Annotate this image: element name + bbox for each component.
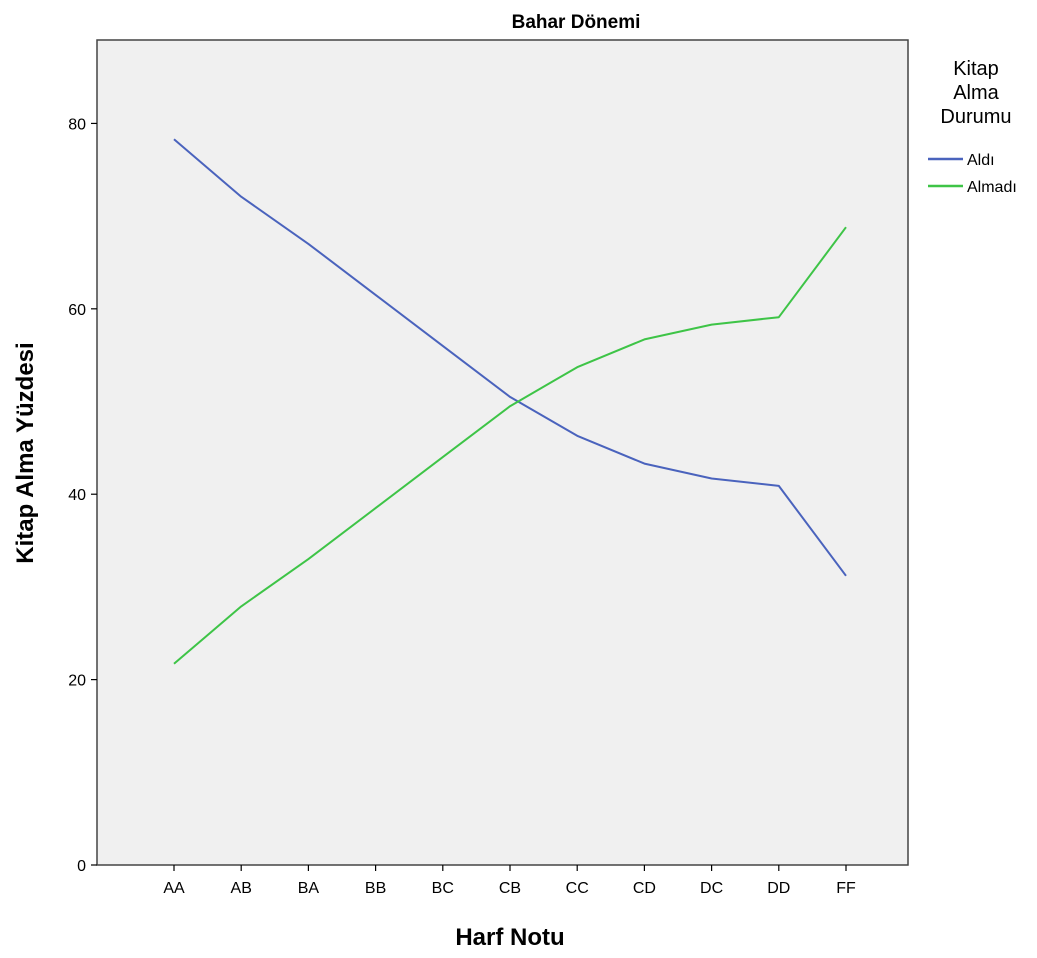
y-axis-title: Kitap Alma Yüzdesi (12, 342, 39, 563)
y-axis: 0 20 40 60 80 (68, 116, 97, 875)
legend-label: Aldı (967, 152, 995, 169)
x-tick-label: CD (633, 880, 656, 897)
legend-items: Aldı Almadı (928, 152, 1017, 196)
x-axis: AA AB BA BB BC CB CC CD DC DD FF (163, 865, 856, 897)
legend-label: Almadı (967, 179, 1017, 196)
plot-area (96, 39, 909, 866)
legend-title-line: Kitap (953, 58, 999, 80)
x-tick-label: AB (231, 880, 252, 897)
x-tick-label: CB (499, 880, 521, 897)
legend: Kitap Alma Durumu Aldı Almadı (928, 58, 1017, 196)
y-tick-label: 40 (68, 487, 86, 504)
legend-title: Kitap Alma Durumu (940, 58, 1011, 128)
y-tick-label: 80 (68, 116, 86, 133)
y-tick-label: 60 (68, 302, 86, 319)
series-line-0 (173, 138, 847, 577)
series-layer (173, 138, 847, 665)
legend-title-line: Durumu (940, 106, 1011, 128)
x-tick-label: BA (298, 880, 320, 897)
y-tick-label: 0 (77, 858, 86, 875)
x-tick-label: DD (767, 880, 790, 897)
x-tick-label: AA (163, 880, 185, 897)
x-tick-label: FF (836, 880, 856, 897)
x-tick-label: CC (566, 880, 589, 897)
x-tick-label: DC (700, 880, 723, 897)
y-tick-label: 20 (68, 673, 86, 690)
x-tick-label: BB (365, 880, 386, 897)
series-line-1 (173, 226, 847, 665)
chart-title: Bahar Dönemi (512, 12, 641, 33)
x-tick-label: BC (432, 880, 454, 897)
legend-title-line: Alma (953, 82, 999, 104)
x-axis-title: Harf Notu (455, 924, 564, 951)
